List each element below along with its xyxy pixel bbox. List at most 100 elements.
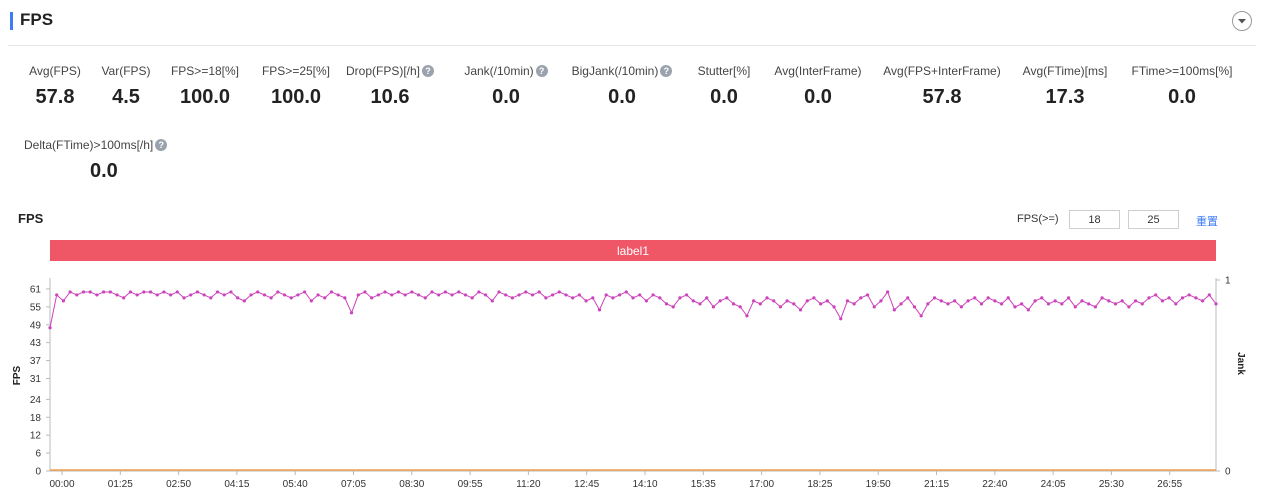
y-axis-title: FPS bbox=[12, 365, 23, 385]
help-icon[interactable]: ? bbox=[660, 65, 673, 77]
y-tick-label: 49 bbox=[30, 320, 42, 331]
fps-point bbox=[537, 290, 541, 294]
y2-tick-label: 0 bbox=[1225, 467, 1231, 478]
fps-point bbox=[671, 305, 675, 309]
fps-point bbox=[148, 290, 153, 294]
fps-point bbox=[1080, 299, 1084, 303]
fps-point bbox=[175, 290, 179, 294]
fps-point bbox=[437, 293, 441, 297]
fps-point bbox=[477, 290, 481, 294]
fps-point bbox=[731, 302, 736, 306]
fps-point bbox=[899, 302, 903, 306]
fps-point bbox=[584, 299, 588, 303]
fps-point bbox=[973, 296, 977, 300]
fps-point bbox=[865, 293, 870, 297]
metric-label-text: FPS>=25[%] bbox=[261, 64, 331, 78]
collapse-button[interactable] bbox=[1232, 11, 1252, 31]
metric-value: 100.0 bbox=[270, 86, 322, 108]
fps-point bbox=[577, 293, 581, 297]
y2-axis-title: Jank bbox=[1235, 352, 1246, 375]
fps-point bbox=[852, 302, 856, 306]
fps-point bbox=[262, 293, 267, 297]
metric-8: Avg(InterFrame) 0.0 bbox=[738, 64, 898, 109]
y2-tick-label: 1 bbox=[1225, 276, 1231, 287]
y-tick-label: 31 bbox=[30, 374, 42, 385]
metric-value: 0.0 bbox=[804, 86, 832, 108]
fps-point bbox=[1100, 296, 1104, 300]
x-tick-label: 21:15 bbox=[924, 479, 949, 490]
fps-point bbox=[363, 290, 367, 294]
fps-point bbox=[289, 296, 293, 300]
fps-point bbox=[142, 290, 146, 294]
fps-point bbox=[711, 305, 716, 309]
fps-point bbox=[839, 317, 843, 321]
chevron-down-icon bbox=[1238, 19, 1246, 24]
fps-point bbox=[95, 293, 99, 297]
fps-point bbox=[470, 296, 474, 300]
metric-label: Delta(FTime)>100ms[/h]? bbox=[24, 138, 184, 152]
metric-label-text: FPS>=18[%] bbox=[170, 64, 240, 78]
metric-label: BigJank(/10min)? bbox=[542, 64, 702, 78]
fps-point bbox=[423, 296, 427, 300]
fps-point bbox=[303, 290, 307, 294]
fps-point bbox=[1073, 305, 1077, 309]
x-tick-label: 19:50 bbox=[866, 479, 891, 490]
metric-label: Avg(InterFrame) bbox=[738, 64, 898, 78]
fps-point bbox=[370, 296, 374, 300]
fps-point bbox=[128, 290, 133, 294]
fps-point bbox=[55, 293, 59, 297]
fps-threshold-input-1[interactable] bbox=[1069, 210, 1120, 229]
reset-link[interactable]: 重置 bbox=[1196, 216, 1218, 228]
x-tick-label: 22:40 bbox=[982, 479, 1007, 490]
fps-point bbox=[349, 311, 354, 315]
fps-filter-label: FPS(>=) bbox=[1017, 213, 1059, 225]
x-tick-label: 12:45 bbox=[574, 479, 599, 490]
x-tick-label: 00:00 bbox=[49, 479, 74, 490]
fps-point bbox=[1033, 299, 1037, 303]
x-tick-label: 14:10 bbox=[632, 479, 657, 490]
fps-point bbox=[1147, 296, 1151, 300]
help-icon[interactable]: ? bbox=[535, 65, 548, 77]
fps-point bbox=[329, 290, 334, 294]
metric-value: 0.0 bbox=[90, 160, 118, 182]
fps-point bbox=[229, 290, 233, 294]
fps-point bbox=[376, 293, 380, 297]
fps-point bbox=[249, 293, 253, 297]
x-tick-label: 17:00 bbox=[749, 479, 774, 490]
help-icon[interactable]: ? bbox=[155, 139, 168, 151]
fps-point bbox=[886, 290, 890, 294]
fps-point bbox=[979, 302, 984, 306]
metric-value: 0.0 bbox=[710, 86, 738, 108]
metric-label: Var(FPS) bbox=[46, 64, 206, 78]
fps-point bbox=[416, 293, 421, 297]
fps-point bbox=[738, 305, 742, 309]
metric-label: FPS>=18[%] bbox=[125, 64, 285, 78]
fps-point bbox=[1160, 299, 1164, 303]
metric-6: BigJank(/10min)? 0.0 bbox=[542, 64, 702, 109]
fps-point bbox=[510, 296, 514, 300]
fps-point bbox=[986, 296, 990, 300]
fps-point bbox=[383, 290, 387, 294]
fps-point bbox=[544, 296, 548, 300]
fps-point bbox=[772, 299, 776, 303]
fps-point bbox=[1040, 296, 1044, 300]
fps-point bbox=[169, 293, 173, 297]
metric-value: 4.5 bbox=[112, 86, 140, 108]
fps-point bbox=[785, 299, 789, 303]
metric-value: 57.8 bbox=[922, 86, 962, 108]
fps-point bbox=[725, 296, 729, 300]
metric-3: FPS>=25[%] 100.0 bbox=[216, 64, 376, 109]
fps-point bbox=[309, 299, 313, 303]
fps-point bbox=[1187, 293, 1191, 297]
fps-point bbox=[1174, 302, 1178, 306]
fps-point bbox=[604, 293, 608, 297]
fps-point bbox=[483, 293, 488, 297]
fps-point bbox=[256, 290, 260, 294]
fps-point bbox=[390, 293, 394, 297]
metric-label: Stutter[%] bbox=[644, 64, 804, 78]
metric-label-text: BigJank(/10min) bbox=[571, 64, 659, 78]
fps-threshold-input-2[interactable] bbox=[1128, 210, 1179, 229]
help-icon[interactable]: ? bbox=[422, 65, 434, 77]
fps-point bbox=[1140, 302, 1144, 306]
fps-point bbox=[1107, 299, 1111, 303]
